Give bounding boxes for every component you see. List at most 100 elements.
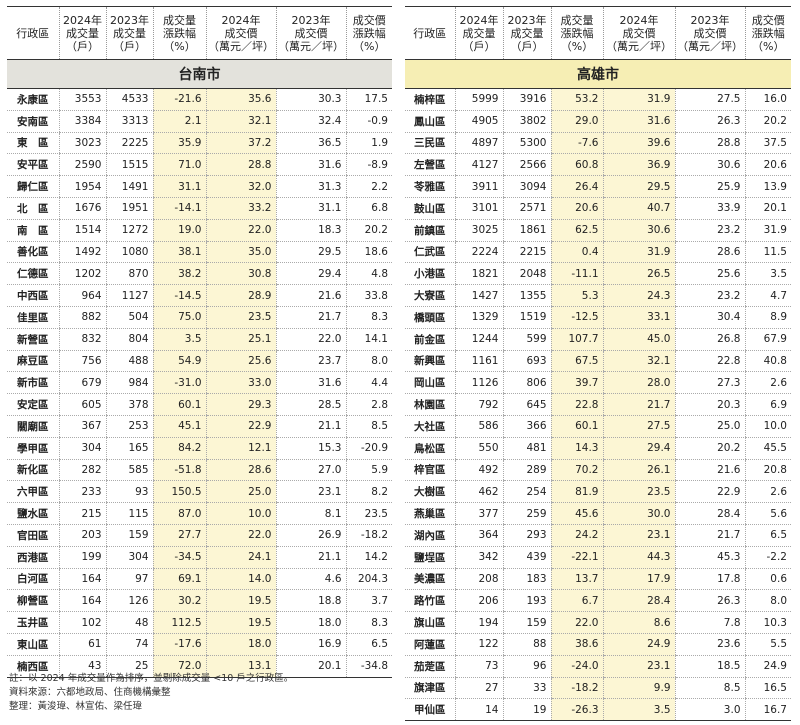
value-cell: 10.0 bbox=[205, 502, 276, 525]
table-row: 新市區 679 984 -31.0 33.0 31.6 4.4 bbox=[7, 371, 392, 395]
value-cell: 44.3 bbox=[602, 546, 675, 569]
value-cell: 481 bbox=[502, 437, 551, 460]
value-cell: 26.3 bbox=[674, 589, 745, 613]
district-cell: 大寮區 bbox=[405, 284, 455, 307]
district-cell: 永康區 bbox=[7, 88, 59, 111]
value-cell: 70.2 bbox=[550, 459, 603, 482]
table-row: 西港區 199 304 -34.5 24.1 21.1 14.2 bbox=[7, 546, 392, 569]
value-cell: 22.8 bbox=[550, 393, 603, 416]
value-cell: 23.5 bbox=[205, 306, 276, 329]
value-cell: 25 bbox=[105, 655, 153, 678]
value-cell: -21.6 bbox=[152, 88, 206, 111]
value-cell: 1272 bbox=[105, 219, 153, 242]
value-cell: 16.5 bbox=[744, 677, 791, 700]
tainan-table: 行政區 2024年 成交量 （戶） 2023年 成交量 （戶） 成交量 漲跌幅 （%）… bbox=[7, 6, 392, 678]
district-cell: 鹽水區 bbox=[7, 502, 59, 525]
value-cell: 378 bbox=[105, 393, 153, 416]
value-cell: 8.3 bbox=[345, 306, 392, 329]
value-cell: 18.0 bbox=[205, 633, 276, 656]
value-cell: 679 bbox=[58, 371, 106, 395]
district-cell: 楠西區 bbox=[7, 655, 59, 678]
value-cell: 8.1 bbox=[275, 502, 346, 525]
value-cell: 97 bbox=[105, 568, 153, 591]
value-cell: 29.4 bbox=[602, 437, 675, 460]
value-cell: 870 bbox=[105, 262, 153, 286]
value-cell: 38.6 bbox=[550, 633, 603, 656]
value-cell: 30.4 bbox=[674, 306, 745, 329]
value-cell: 27.7 bbox=[152, 524, 206, 547]
value-cell: 1676 bbox=[58, 197, 106, 220]
value-cell: 45.3 bbox=[674, 546, 745, 569]
value-cell: 8.9 bbox=[744, 306, 791, 329]
table-row: 旗津區 27 33 -18.2 9.9 8.5 16.5 bbox=[405, 677, 791, 700]
value-cell: 11.5 bbox=[744, 241, 791, 264]
value-cell: 23.6 bbox=[674, 633, 745, 656]
value-cell: 71.0 bbox=[152, 153, 206, 177]
value-cell: 3916 bbox=[502, 88, 551, 111]
table-row: 岡山區 1126 806 39.7 28.0 27.3 2.6 bbox=[405, 371, 791, 395]
table-row: 歸仁區 1954 1491 31.1 32.0 31.3 2.2 bbox=[7, 175, 392, 198]
value-cell: 30.6 bbox=[674, 153, 745, 177]
value-cell: 26.5 bbox=[602, 262, 675, 286]
value-cell: 35.9 bbox=[152, 132, 206, 155]
district-cell: 佳里區 bbox=[7, 306, 59, 329]
value-cell: 20.2 bbox=[345, 219, 392, 242]
value-cell: 15.3 bbox=[275, 437, 346, 460]
value-cell: 20.8 bbox=[744, 459, 791, 482]
value-cell: 282 bbox=[58, 459, 106, 482]
value-cell: 73 bbox=[454, 655, 503, 678]
value-cell: 254 bbox=[502, 480, 551, 504]
value-cell: 832 bbox=[58, 328, 106, 351]
value-cell: 4897 bbox=[454, 132, 503, 155]
value-cell: 199 bbox=[58, 546, 106, 569]
value-cell: 3.0 bbox=[674, 698, 745, 722]
district-cell: 旗山區 bbox=[405, 611, 455, 634]
district-cell: 北 區 bbox=[7, 197, 59, 220]
value-cell: 88 bbox=[502, 633, 551, 656]
table-row: 左營區 4127 2566 60.8 36.9 30.6 20.6 bbox=[405, 153, 791, 177]
value-cell: 13.1 bbox=[205, 655, 276, 678]
district-cell: 關廟區 bbox=[7, 415, 59, 438]
value-cell: 28.5 bbox=[275, 393, 346, 416]
value-cell: 208 bbox=[454, 568, 503, 591]
column-header: 行政區 bbox=[7, 6, 59, 60]
value-cell: 20.6 bbox=[550, 197, 603, 220]
value-cell: 804 bbox=[105, 328, 153, 351]
table-row: 北 區 1676 1951 -14.1 33.2 31.1 6.8 bbox=[7, 197, 392, 220]
value-cell: 8.5 bbox=[345, 415, 392, 438]
value-cell: 342 bbox=[454, 546, 503, 569]
value-cell: 3025 bbox=[454, 219, 503, 242]
value-cell: 25.9 bbox=[674, 175, 745, 198]
value-cell: 5.6 bbox=[744, 502, 791, 525]
table-row: 南 區 1514 1272 19.0 22.0 18.3 20.2 bbox=[7, 219, 392, 242]
value-cell: 1202 bbox=[58, 262, 106, 286]
value-cell: 164 bbox=[58, 589, 106, 613]
header-row: 行政區 2024年 成交量 （戶） 2023年 成交量 （戶） 成交量 漲跌幅 （%）… bbox=[405, 6, 791, 60]
value-cell: 4127 bbox=[454, 153, 503, 177]
value-cell: 23.2 bbox=[674, 284, 745, 307]
value-cell: 377 bbox=[454, 502, 503, 525]
value-cell: 4905 bbox=[454, 110, 503, 133]
value-cell: 14.3 bbox=[550, 437, 603, 460]
source-line: 資料來源：六都地政局、住商機構彙整 bbox=[9, 687, 171, 698]
district-cell: 新化區 bbox=[7, 459, 59, 482]
district-cell: 東 區 bbox=[7, 132, 59, 155]
value-cell: 43 bbox=[58, 655, 106, 678]
value-cell: 366 bbox=[502, 415, 551, 438]
city-header-row: 高雄市 bbox=[405, 59, 791, 89]
value-cell: 22.9 bbox=[674, 480, 745, 504]
district-cell: 安定區 bbox=[7, 393, 59, 416]
district-cell: 東山區 bbox=[7, 633, 59, 656]
district-cell: 甲仙區 bbox=[405, 698, 455, 722]
district-cell: 阿蓮區 bbox=[405, 633, 455, 656]
value-cell: 30.2 bbox=[152, 589, 206, 613]
value-cell: 586 bbox=[454, 415, 503, 438]
value-cell: 31.6 bbox=[602, 110, 675, 133]
district-cell: 前鎮區 bbox=[405, 219, 455, 242]
district-cell: 楠梓區 bbox=[405, 88, 455, 111]
value-cell: 24.3 bbox=[602, 284, 675, 307]
value-cell: 36.9 bbox=[602, 153, 675, 177]
table-row: 甲仙區 14 19 -26.3 3.5 3.0 16.7 bbox=[405, 698, 791, 722]
value-cell: 439 bbox=[502, 546, 551, 569]
value-cell: 22.9 bbox=[205, 415, 276, 438]
